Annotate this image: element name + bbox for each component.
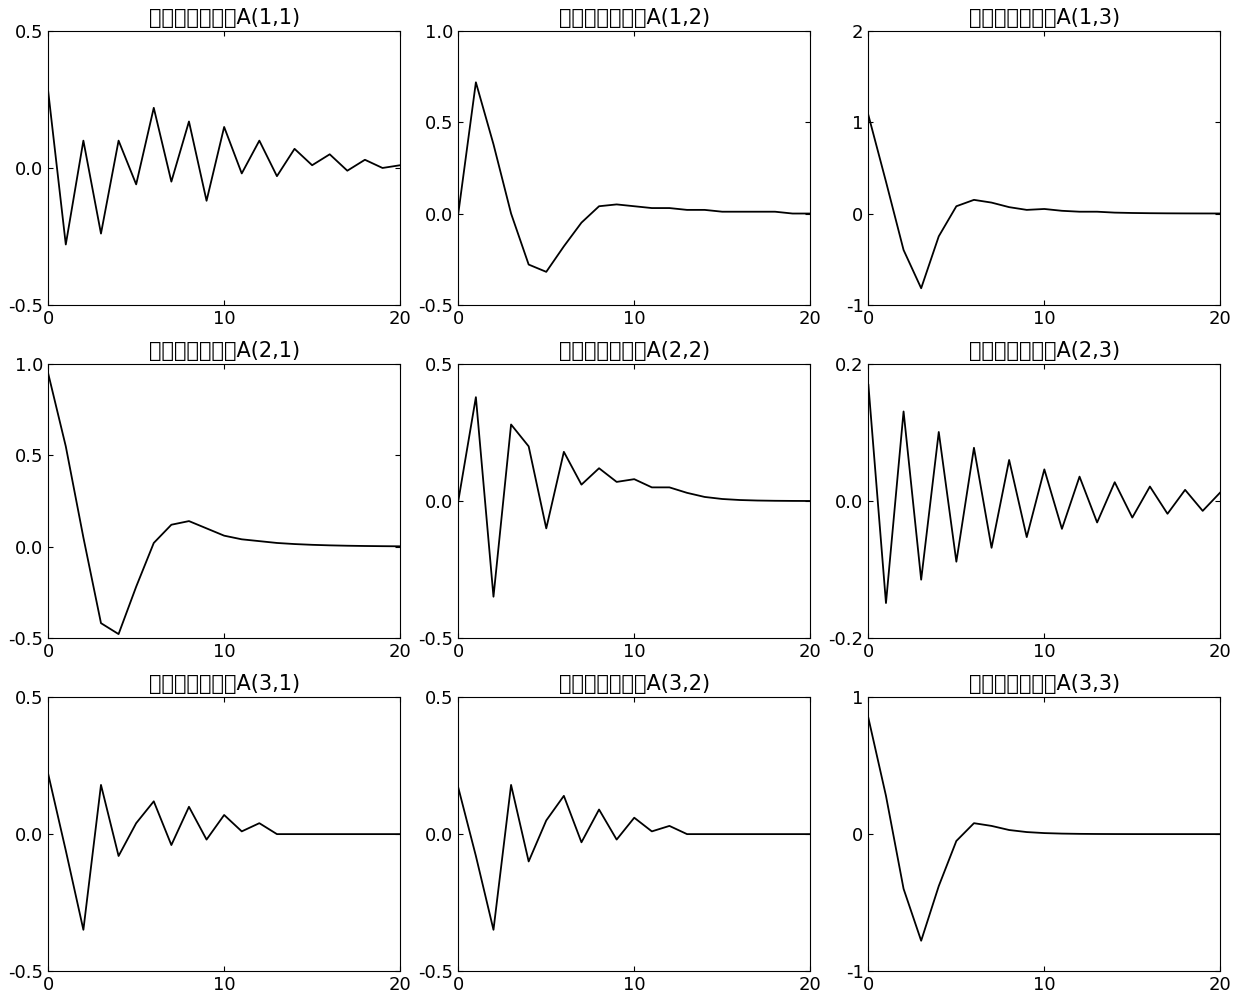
Title: 混合滤波器系数A(2,1): 混合滤波器系数A(2,1) — [149, 342, 300, 362]
Title: 混合滤波器系数A(2,3): 混合滤波器系数A(2,3) — [968, 342, 1120, 362]
Title: 混合滤波器系数A(1,2): 混合滤波器系数A(1,2) — [559, 8, 709, 28]
Title: 混合滤波器系数A(3,2): 混合滤波器系数A(3,2) — [559, 674, 709, 694]
Title: 混合滤波器系数A(3,3): 混合滤波器系数A(3,3) — [968, 674, 1120, 694]
Title: 混合滤波器系数A(1,3): 混合滤波器系数A(1,3) — [968, 8, 1120, 28]
Title: 混合滤波器系数A(3,1): 混合滤波器系数A(3,1) — [149, 674, 300, 694]
Title: 混合滤波器系数A(1,1): 混合滤波器系数A(1,1) — [149, 8, 300, 28]
Title: 混合滤波器系数A(2,2): 混合滤波器系数A(2,2) — [559, 342, 709, 362]
